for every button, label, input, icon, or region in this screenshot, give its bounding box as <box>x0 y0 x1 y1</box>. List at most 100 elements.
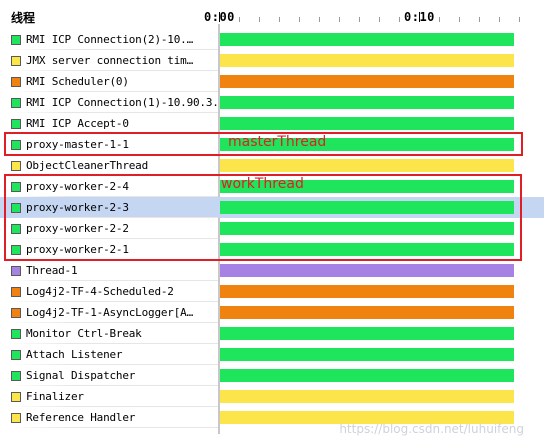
row-separator <box>8 301 218 302</box>
thread-state-icon <box>11 97 21 108</box>
annotation-box <box>4 174 522 261</box>
row-separator <box>8 238 218 239</box>
thread-label: Thread-1 <box>7 260 218 281</box>
thread-label: Attach Listener <box>7 344 218 365</box>
thread-row[interactable]: Reference Handler <box>0 407 544 428</box>
ruler-minor-tick <box>379 17 380 22</box>
row-separator <box>8 385 218 386</box>
thread-state-bar[interactable] <box>220 348 514 361</box>
thread-row[interactable]: Log4j2-TF-1-AsyncLogger[A… <box>0 302 544 323</box>
thread-row[interactable]: proxy-worker-2-3 <box>0 197 544 218</box>
thread-state-icon <box>11 181 21 192</box>
thread-row[interactable]: Attach Listener <box>0 344 544 365</box>
thread-label: ObjectCleanerThread <box>7 155 218 176</box>
thread-row[interactable]: Monitor Ctrl-Break <box>0 323 544 344</box>
thread-row[interactable]: proxy-worker-2-1 <box>0 239 544 260</box>
thread-state-bar[interactable] <box>220 306 514 319</box>
thread-name: JMX server connection tim… <box>26 54 193 67</box>
thread-state-bar[interactable] <box>220 411 514 424</box>
annotation-label: workThread <box>221 176 304 192</box>
thread-row[interactable]: RMI ICP Connection(1)-10.90.3.19 <box>0 92 544 113</box>
thread-state-icon <box>11 349 21 360</box>
thread-state-icon <box>11 412 21 423</box>
thread-row[interactable]: JMX server connection tim… <box>0 50 544 71</box>
thread-state-icon <box>11 118 21 129</box>
thread-label: Reference Handler <box>7 407 218 428</box>
ruler-minor-tick <box>299 17 300 22</box>
thread-label: RMI ICP Accept-0 <box>7 113 218 134</box>
thread-name: Thread-1 <box>26 264 78 277</box>
timeline-header: 线程 0:00 0:10 <box>0 0 544 30</box>
timeline-axis-line <box>218 24 220 434</box>
ruler-major-tick <box>419 12 420 22</box>
thread-row[interactable]: Log4j2-TF-4-Scheduled-2 <box>0 281 544 302</box>
thread-name: Finalizer <box>26 390 84 403</box>
thread-state-bar[interactable] <box>220 33 514 46</box>
thread-state-icon <box>11 370 21 381</box>
thread-name: Monitor Ctrl-Break <box>26 327 142 340</box>
thread-row[interactable]: proxy-master-1-1 <box>0 134 544 155</box>
ruler-minor-tick <box>479 17 480 22</box>
row-separator <box>8 196 218 197</box>
thread-row[interactable]: Signal Dispatcher <box>0 365 544 386</box>
ruler-minor-tick <box>279 17 280 22</box>
thread-state-bar[interactable] <box>220 75 514 88</box>
thread-name: proxy-worker-2-2 <box>26 222 129 235</box>
thread-label: proxy-worker-2-4 <box>7 176 218 197</box>
thread-state-bar[interactable] <box>220 327 514 340</box>
thread-state-bar[interactable] <box>220 390 514 403</box>
thread-state-bar[interactable] <box>220 180 514 193</box>
thread-row[interactable]: RMI ICP Accept-0 <box>0 113 544 134</box>
thread-row[interactable]: RMI ICP Connection(2)-10.… <box>0 29 544 50</box>
thread-label: RMI Scheduler(0) <box>7 71 218 92</box>
thread-name: Attach Listener <box>26 348 123 361</box>
thread-state-bar[interactable] <box>220 222 514 235</box>
thread-label: Monitor Ctrl-Break <box>7 323 218 344</box>
thread-state-icon <box>11 244 21 255</box>
thread-row[interactable]: RMI Scheduler(0) <box>0 71 544 92</box>
thread-row[interactable]: proxy-worker-2-2 <box>0 218 544 239</box>
thread-state-icon <box>11 55 21 66</box>
row-separator <box>8 91 218 92</box>
thread-state-bar[interactable] <box>220 54 514 67</box>
ruler-minor-tick <box>339 17 340 22</box>
thread-name: Signal Dispatcher <box>26 369 136 382</box>
thread-state-bar[interactable] <box>220 117 514 130</box>
thread-state-bar[interactable] <box>220 201 514 214</box>
thread-name: Log4j2-TF-1-AsyncLogger[A… <box>26 306 193 319</box>
row-separator <box>8 322 218 323</box>
thread-label: proxy-worker-2-2 <box>7 218 218 239</box>
thread-state-bar[interactable] <box>220 96 514 109</box>
thread-state-icon <box>11 391 21 402</box>
thread-state-icon <box>11 202 21 213</box>
annotation-label: masterThread <box>228 134 327 150</box>
thread-name: Log4j2-TF-4-Scheduled-2 <box>26 285 174 298</box>
thread-name: proxy-worker-2-1 <box>26 243 129 256</box>
thread-state-icon <box>11 265 21 276</box>
ruler-minor-tick <box>439 17 440 22</box>
thread-name: RMI ICP Accept-0 <box>26 117 129 130</box>
row-separator <box>8 112 218 113</box>
thread-state-icon <box>11 160 21 171</box>
thread-row[interactable]: proxy-worker-2-4 <box>0 176 544 197</box>
thread-row[interactable]: Thread-1 <box>0 260 544 281</box>
thread-state-bar[interactable] <box>220 138 514 151</box>
thread-row[interactable]: Finalizer <box>0 386 544 407</box>
thread-state-bar[interactable] <box>220 285 514 298</box>
thread-label: proxy-worker-2-1 <box>7 239 218 260</box>
row-separator <box>8 406 218 407</box>
ruler-minor-tick <box>459 17 460 22</box>
thread-label: Signal Dispatcher <box>7 365 218 386</box>
thread-state-bar[interactable] <box>220 369 514 382</box>
thread-label: proxy-master-1-1 <box>7 134 218 155</box>
thread-row[interactable]: ObjectCleanerThread <box>0 155 544 176</box>
thread-name: proxy-worker-2-4 <box>26 180 129 193</box>
thread-name: RMI Scheduler(0) <box>26 75 129 88</box>
thread-column-title: 线程 <box>11 11 36 25</box>
thread-state-bar[interactable] <box>220 159 514 172</box>
ruler-minor-tick <box>259 17 260 22</box>
thread-state-bar[interactable] <box>220 264 514 277</box>
thread-state-icon <box>11 223 21 234</box>
thread-label: RMI ICP Connection(1)-10.90.3.19 <box>7 92 218 113</box>
thread-state-bar[interactable] <box>220 243 514 256</box>
